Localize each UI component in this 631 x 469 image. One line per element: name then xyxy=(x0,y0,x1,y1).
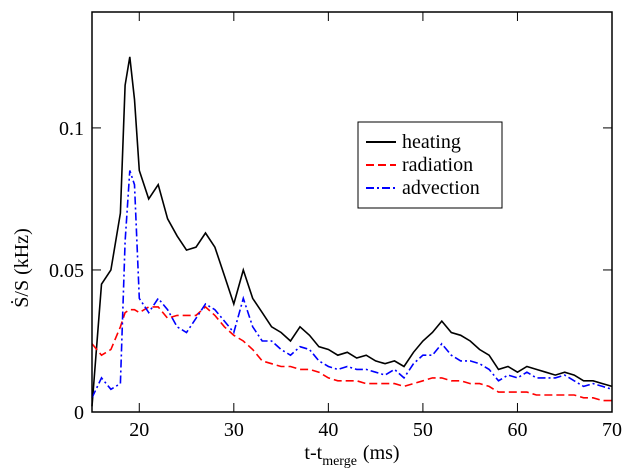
x-label-sub: merge xyxy=(322,454,357,469)
x-tick-label: 40 xyxy=(318,419,338,441)
x-tick-label: 20 xyxy=(129,419,149,441)
series-line xyxy=(91,56,613,407)
x-tick-label: 70 xyxy=(602,419,622,441)
y-tick-label: 0 xyxy=(74,402,84,424)
x-tick-label: 50 xyxy=(413,419,433,441)
legend-label: radiation xyxy=(402,154,473,176)
x-tick-label: 30 xyxy=(224,419,244,441)
y-tick-label: 0.05 xyxy=(49,260,84,282)
x-label-unit: (ms) xyxy=(363,442,400,464)
y-axis-label: Ṡ/S (kHz) xyxy=(10,228,33,307)
y-tick-label: 0.1 xyxy=(59,118,84,140)
plot-frame xyxy=(91,11,613,413)
legend-label: heating xyxy=(402,131,461,153)
x-label-main: t-t xyxy=(304,442,322,464)
x-tick-label: 60 xyxy=(507,419,527,441)
legend-box xyxy=(357,121,503,209)
series-line xyxy=(91,305,612,402)
x-axis-label: t-tmerge (ms) xyxy=(304,442,399,469)
legend-label: advection xyxy=(402,177,480,199)
series-line xyxy=(91,170,613,399)
